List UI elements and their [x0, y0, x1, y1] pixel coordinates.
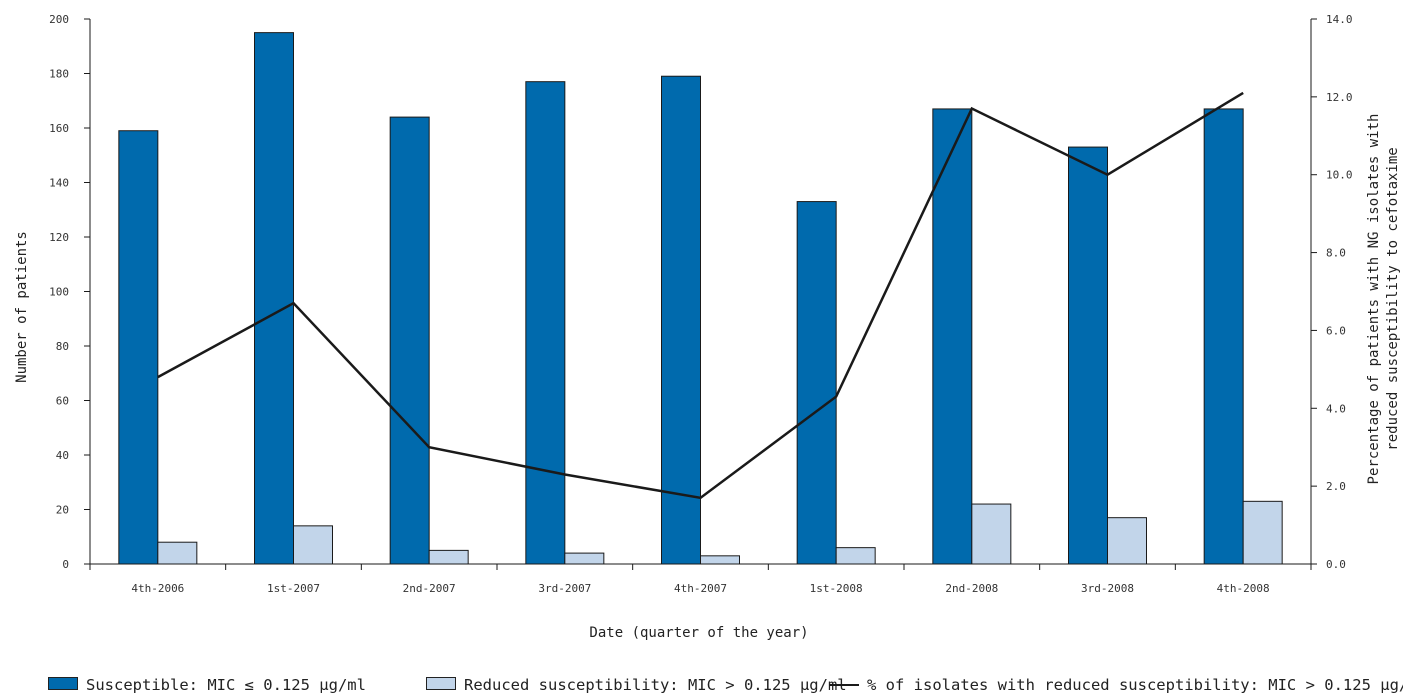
bar-reduced-6	[971, 503, 1012, 565]
y-tick-label-4: 80	[56, 340, 69, 353]
legend-swatch-susceptible	[48, 677, 78, 690]
bar-susceptible-1	[254, 32, 294, 565]
x-tick-label-4: 4th-2007	[674, 582, 727, 595]
y2-tick-label-1: 2.0	[1326, 480, 1346, 493]
y-tick-label-10: 200	[49, 13, 69, 26]
x-tick-label-0: 4th-2006	[131, 582, 184, 595]
y-tick-label-5: 100	[49, 286, 69, 299]
legend-item-reduced: Reduced susceptibility: MIC > 0.125 µg/m…	[426, 676, 847, 694]
ticks-layer: 0 20 40 60 80 100 120 140 160 180 200 0.0 2.0 4.0 6.0 8…	[49, 13, 1352, 595]
y-tick-label-1: 20	[56, 504, 69, 517]
x-tick-label-2: 2nd-2007	[403, 582, 456, 595]
bar-reduced-1	[293, 525, 333, 565]
y2-axis-title-line2: reduced susceptibility to cefotaxime	[1385, 147, 1401, 450]
bar-reduced-2	[428, 549, 469, 565]
legend-label-reduced: Reduced susceptibility: MIC > 0.125 µg/m…	[464, 676, 847, 694]
y2-tick-label-3: 6.0	[1326, 324, 1346, 337]
bar-susceptible-2	[389, 116, 430, 565]
y-axis-title: Number of patients	[14, 231, 30, 383]
legend-label-susceptible: Susceptible: MIC ≤ 0.125 µg/ml	[86, 676, 366, 694]
legend-item-percentage: % of isolates with reduced susceptibilit…	[829, 676, 1403, 694]
bar-susceptible-5	[796, 201, 837, 565]
x-tick-label-8: 4th-2008	[1217, 582, 1270, 595]
y2-tick-label-6: 12.0	[1326, 91, 1353, 104]
legend-swatch-percentage	[829, 684, 859, 686]
y-tick-label-9: 180	[49, 68, 69, 81]
bar-susceptible-0	[118, 130, 159, 565]
legend-swatch-reduced	[426, 677, 456, 690]
y2-tick-label-5: 10.0	[1326, 169, 1353, 182]
y-tick-label-2: 40	[56, 449, 69, 462]
x-axis-title: Date (quarter of the year)	[589, 625, 808, 641]
y-tick-label-7: 140	[49, 177, 69, 190]
bar-reduced-7	[1107, 517, 1147, 565]
y2-axis-title-line1: Percentage of patients with NG isolates …	[1366, 114, 1382, 485]
bar-susceptible-3	[525, 81, 566, 565]
bar-reduced-4	[700, 555, 740, 565]
bar-susceptible-6	[932, 108, 973, 565]
line-layer	[157, 91, 1244, 500]
x-tick-label-7: 3rd-2008	[1081, 582, 1134, 595]
bar-reduced-3	[564, 552, 605, 565]
bar-susceptible-8	[1203, 108, 1244, 565]
y2-tick-label-7: 14.0	[1326, 13, 1353, 26]
y-tick-label-3: 60	[56, 395, 69, 408]
y2-tick-label-0: 0.0	[1326, 558, 1346, 571]
bar-reduced-5	[835, 547, 876, 565]
legend-item-susceptible: Susceptible: MIC ≤ 0.125 µg/ml	[48, 676, 366, 694]
y2-tick-label-4: 8.0	[1326, 247, 1346, 260]
bar-reduced-8	[1242, 500, 1283, 565]
y-tick-label-8: 160	[49, 122, 69, 135]
y-tick-label-0: 0	[62, 558, 69, 571]
y-tick-label-6: 120	[49, 231, 69, 244]
x-tick-label-5: 1st-2008	[810, 582, 863, 595]
legend: Susceptible: MIC ≤ 0.125 µg/ml Reduced s…	[48, 676, 1403, 696]
x-tick-label-1: 1st-2007	[267, 582, 320, 595]
x-tick-label-6: 2nd-2008	[945, 582, 998, 595]
legend-label-percentage: % of isolates with reduced susceptibilit…	[867, 676, 1403, 694]
bar-susceptible-7	[1068, 146, 1108, 565]
bars-layer	[118, 32, 1283, 565]
x-tick-label-3: 3rd-2007	[538, 582, 591, 595]
y2-tick-label-2: 4.0	[1326, 402, 1346, 415]
bar-susceptible-4	[661, 75, 701, 565]
bar-reduced-0	[157, 541, 198, 565]
